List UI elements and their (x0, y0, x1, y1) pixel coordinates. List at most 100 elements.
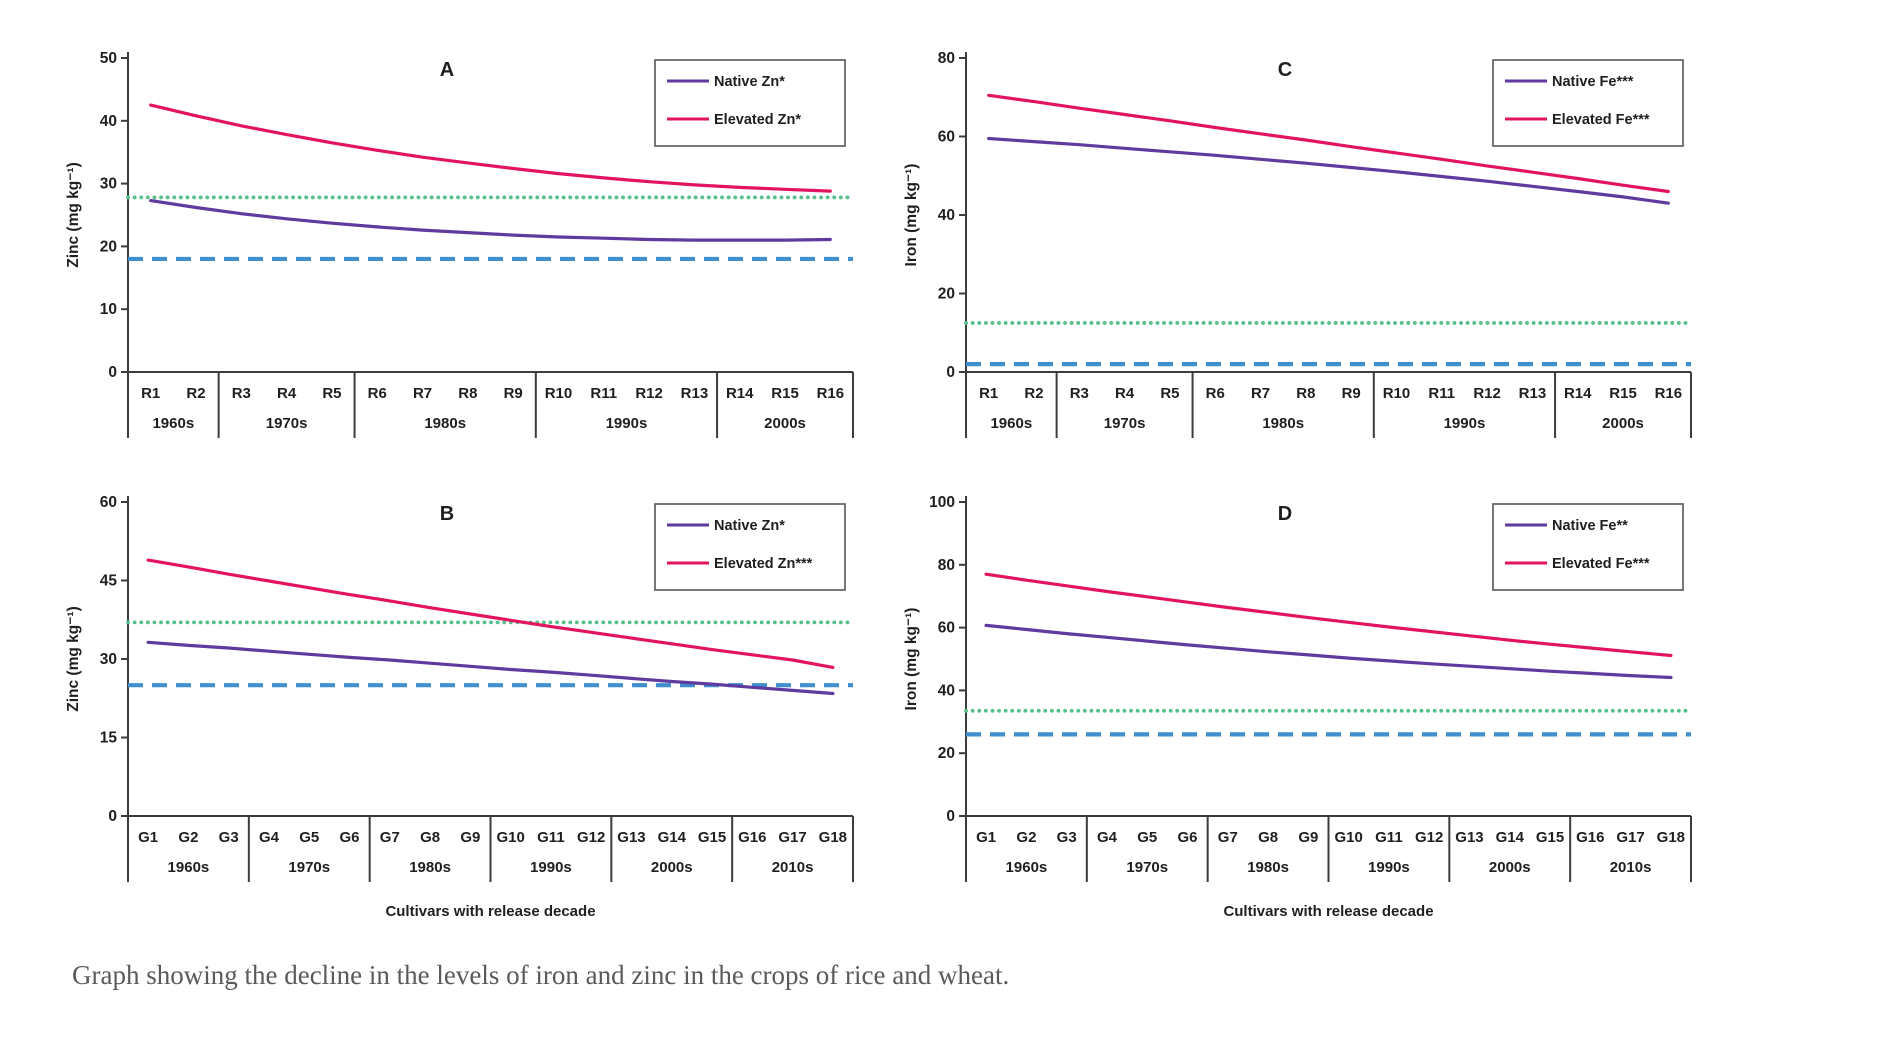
decade-label: 1970s (1126, 859, 1168, 876)
cultivar-label: G11 (537, 829, 565, 846)
decade-label: 1970s (1104, 415, 1146, 432)
decade-label: 1980s (1262, 415, 1304, 432)
cultivar-label: G3 (219, 829, 239, 846)
y-axis-label: Zinc (mg kg⁻¹) (65, 606, 82, 711)
series-line-native (984, 623, 1673, 680)
cultivar-label: R2 (186, 385, 205, 402)
cultivar-label: R12 (635, 385, 663, 402)
figure: 0 10 20 30 40 50 Zinc (mg kg⁻¹) A Native Zn* Elev… (58, 26, 1884, 990)
y-tick-label: 80 (938, 557, 955, 574)
y-tick-label: 60 (938, 620, 955, 637)
cultivar-label: R3 (232, 385, 251, 402)
cultivar-label: R6 (1206, 385, 1225, 402)
cultivar-label: G5 (1137, 829, 1157, 846)
y-axis-label: Iron (mg kg⁻¹) (903, 608, 920, 711)
cultivar-label: G11 (1375, 829, 1403, 846)
cultivar-label: R16 (1655, 385, 1683, 402)
decade-label: 2000s (1489, 859, 1531, 876)
figure-caption: Graph showing the decline in the levels … (72, 960, 1010, 990)
y-tick-label: 20 (938, 745, 955, 762)
cultivar-label: R11 (1428, 385, 1455, 402)
cultivar-label: G17 (778, 829, 806, 846)
cultivar-label: G12 (1415, 829, 1443, 846)
cultivar-label: R8 (458, 385, 477, 402)
cultivar-label: G13 (1455, 829, 1483, 846)
panel-D-chart: 0 20 40 60 80 100 Iron (mg kg⁻¹) D Native Fe** El… (903, 494, 1693, 920)
y-tick-label: 50 (100, 50, 117, 67)
cultivar-label: R13 (1519, 385, 1547, 402)
y-axis-label: Iron (mg kg⁻¹) (903, 164, 920, 267)
cultivar-label: R7 (413, 385, 432, 402)
cultivar-label: R1 (141, 385, 160, 402)
cultivar-label: G2 (178, 829, 198, 846)
cultivar-label: R8 (1296, 385, 1315, 402)
panel-A: 0 10 20 30 40 50 Zinc (mg kg⁻¹) A Native Zn* Elev… (58, 26, 858, 446)
legend-entry-label: Native Fe** (1552, 518, 1628, 534)
cultivar-label: R16 (817, 385, 845, 402)
y-tick-label: 100 (929, 494, 955, 511)
decade-label: 1980s (1247, 859, 1289, 876)
cultivar-label: R10 (545, 385, 573, 402)
cultivar-label: G18 (1657, 829, 1685, 846)
decade-label: 1990s (606, 415, 648, 432)
chart-grid: 0 10 20 30 40 50 Zinc (mg kg⁻¹) A Native Zn* Elev… (58, 26, 1884, 944)
cultivar-label: R15 (1609, 385, 1637, 402)
decade-label: 1980s (424, 415, 466, 432)
legend-entry-label: Native Zn* (714, 518, 785, 534)
cultivar-label: R3 (1070, 385, 1089, 402)
panel-C-chart: 0 20 40 60 80 Iron (mg kg⁻¹) C Native Fe*** Elev… (903, 50, 1693, 438)
y-tick-label: 40 (938, 682, 955, 699)
cultivar-label: R10 (1383, 385, 1411, 402)
decade-label: 1990s (530, 859, 572, 876)
cultivar-label: G1 (138, 829, 158, 846)
cultivar-label: G14 (1496, 829, 1525, 846)
legend-entry-label: Elevated Zn*** (714, 556, 813, 572)
cultivar-label: G10 (1334, 829, 1362, 846)
decade-label: 2000s (764, 415, 806, 432)
series-line-elevated (146, 558, 835, 669)
y-tick-label: 20 (100, 238, 117, 255)
y-axis-label: Zinc (mg kg⁻¹) (65, 162, 82, 267)
y-tick-label: 30 (100, 176, 117, 193)
cultivar-label: G7 (1218, 829, 1238, 846)
cultivar-label: R5 (322, 385, 341, 402)
cultivar-label: G6 (340, 829, 360, 846)
cultivar-label: R1 (979, 385, 998, 402)
y-tick-label: 15 (100, 730, 118, 747)
y-tick-label: 60 (100, 494, 117, 511)
cultivar-label: R15 (771, 385, 799, 402)
cultivar-label: R5 (1160, 385, 1179, 402)
cultivar-label: R4 (1115, 385, 1135, 402)
decade-label: 1960s (1006, 859, 1048, 876)
x-axis-label: Cultivars with release decade (1223, 903, 1433, 920)
decade-label: 2000s (651, 859, 693, 876)
cultivar-label: G17 (1616, 829, 1644, 846)
y-tick-label: 80 (938, 50, 955, 67)
series-line-elevated (149, 103, 832, 193)
cultivar-label: G13 (617, 829, 645, 846)
y-tick-label: 30 (100, 651, 117, 668)
y-tick-label: 45 (100, 573, 118, 590)
cultivar-label: G7 (380, 829, 400, 846)
cultivar-label: G4 (259, 829, 280, 846)
y-tick-label: 60 (938, 129, 955, 146)
cultivar-label: G12 (577, 829, 605, 846)
cultivar-label: G9 (460, 829, 480, 846)
y-tick-label: 40 (100, 113, 117, 130)
decade-label: 2010s (1610, 859, 1652, 876)
decade-label: 1960s (990, 415, 1032, 432)
legend-box (654, 59, 846, 147)
panel-B-chart: 0 15 30 45 60 Zinc (mg kg⁻¹) B Native Zn* Elevat… (65, 494, 855, 920)
legend-entry-label: Elevated Zn* (714, 112, 801, 128)
y-tick-label: 0 (946, 808, 955, 825)
cultivar-label: G5 (299, 829, 319, 846)
cultivar-label: R12 (1473, 385, 1501, 402)
cultivar-label: R4 (277, 385, 297, 402)
decade-label: 1990s (1368, 859, 1410, 876)
cultivar-label: R7 (1251, 385, 1270, 402)
decade-label: 1970s (266, 415, 308, 432)
cultivar-label: R14 (726, 385, 754, 402)
panel-title: A (440, 59, 454, 81)
panel-D: 0 20 40 60 80 100 Iron (mg kg⁻¹) D Native Fe** El… (896, 470, 1696, 944)
decade-label: 1960s (152, 415, 194, 432)
